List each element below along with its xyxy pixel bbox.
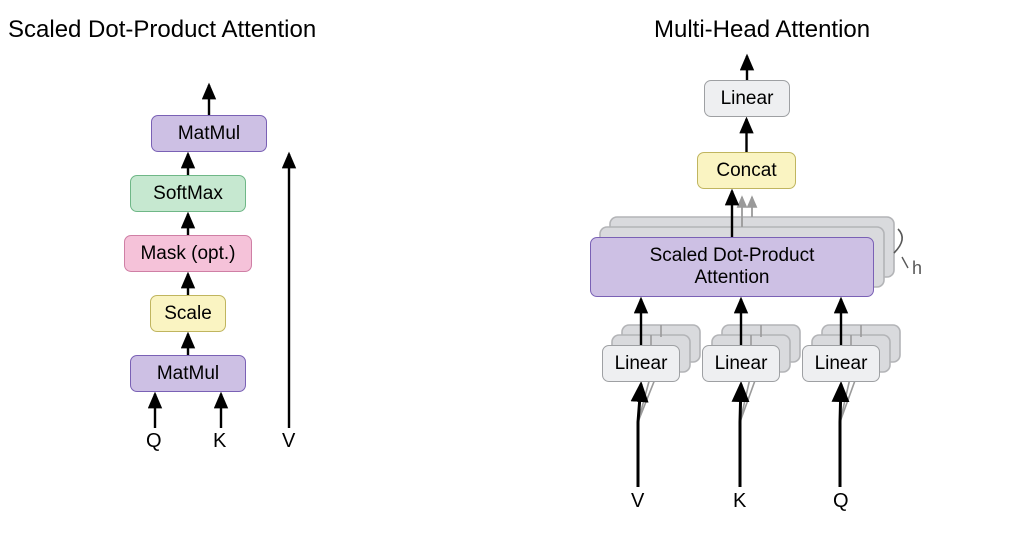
left-matmul-top: MatMul (151, 115, 267, 152)
left-scale-label: Scale (164, 303, 212, 325)
right-linear-q-label: Linear (815, 353, 868, 375)
left-input-k: K (213, 430, 226, 453)
left-softmax: SoftMax (130, 175, 246, 212)
right-linear-top: Linear (704, 80, 790, 117)
left-input-v: V (282, 430, 295, 453)
right-sdpa: Scaled Dot-Product Attention (590, 237, 874, 297)
right-h-label: h (912, 258, 922, 279)
right-linear-top-label: Linear (721, 88, 774, 110)
left-input-q: Q (146, 430, 162, 453)
right-concat-label: Concat (716, 160, 776, 182)
right-sdpa-label: Scaled Dot-Product Attention (650, 245, 815, 289)
right-input-k: K (733, 490, 746, 513)
right-concat: Concat (697, 152, 796, 189)
left-matmul-bot-label: MatMul (157, 363, 219, 385)
left-mask: Mask (opt.) (124, 235, 252, 272)
right-input-v: V (631, 490, 644, 513)
left-mask-label: Mask (opt.) (140, 243, 235, 265)
right-input-q: Q (833, 490, 849, 513)
right-linear-k-label: Linear (715, 353, 768, 375)
left-matmul-top-label: MatMul (178, 123, 240, 145)
left-title: Scaled Dot-Product Attention (8, 16, 316, 44)
left-matmul-bot: MatMul (130, 355, 246, 392)
right-linear-k: Linear (702, 345, 780, 382)
right-linear-q: Linear (802, 345, 880, 382)
right-title: Multi-Head Attention (654, 16, 870, 44)
left-scale: Scale (150, 295, 226, 332)
right-linear-v-label: Linear (615, 353, 668, 375)
left-softmax-label: SoftMax (153, 183, 223, 205)
right-linear-v: Linear (602, 345, 680, 382)
